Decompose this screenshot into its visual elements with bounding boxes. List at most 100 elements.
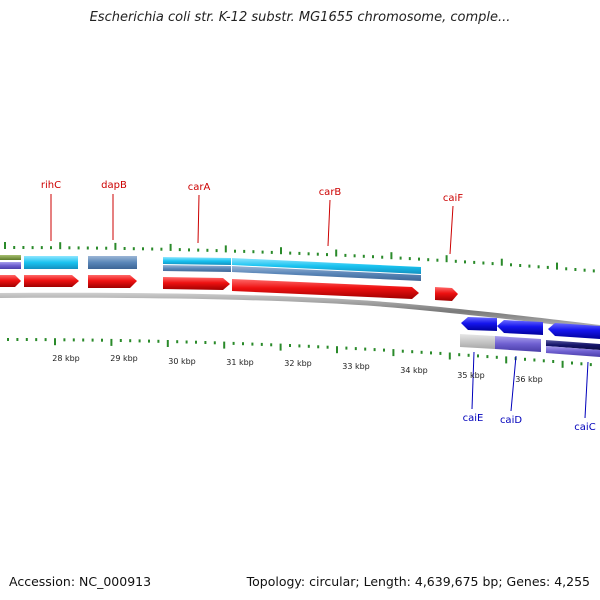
minor-tick [68, 246, 71, 250]
minor-tick [72, 338, 75, 342]
major-tick [445, 255, 448, 263]
tick-label: 31 kbp [226, 358, 254, 367]
cds-arrow-rihC[interactable] [24, 275, 79, 287]
chromosome-backbone [0, 292, 600, 330]
major-tick [505, 356, 508, 364]
feature-carA-cyan[interactable] [163, 257, 231, 265]
gene-label-carB[interactable]: carB [319, 187, 342, 198]
major-tick [336, 346, 338, 354]
minor-tick [344, 253, 347, 257]
gene-label-dapB[interactable]: dapB [101, 180, 127, 191]
tick-label: 32 kbp [284, 359, 312, 368]
cds-arrow-caiD[interactable] [497, 320, 543, 335]
reverse-cds-track [461, 317, 600, 339]
feature-carA-steel[interactable] [163, 265, 231, 272]
minor-tick [35, 338, 38, 342]
minor-tick [160, 247, 163, 251]
major-tick [59, 242, 62, 250]
minor-tick [16, 338, 19, 341]
major-tick [114, 242, 117, 250]
minor-tick [420, 350, 423, 354]
minor-tick [289, 251, 292, 255]
cds-arrow-caiE[interactable] [461, 317, 497, 331]
feature-caiC-purple[interactable] [546, 346, 600, 357]
leader-line-carA [197, 194, 200, 244]
minor-tick [467, 353, 470, 357]
feature-carB-cyan[interactable] [232, 258, 421, 274]
cds-arrow-carA[interactable] [163, 277, 230, 290]
cds-arrow-carB[interactable] [232, 279, 419, 299]
minor-tick [362, 254, 365, 258]
minor-tick [574, 268, 577, 271]
minor-tick [251, 342, 254, 346]
tick-label: 33 kbp [342, 362, 370, 371]
forward-cds-track [0, 275, 458, 301]
tick-track-bottom [7, 338, 592, 368]
minor-tick [129, 339, 132, 343]
minor-tick [148, 339, 150, 343]
gene-label-carA[interactable]: carA [188, 182, 211, 193]
minor-tick [473, 260, 476, 264]
feature-caiE-grey[interactable] [460, 334, 495, 349]
feature-dapB-steel[interactable] [88, 256, 137, 269]
minor-tick [270, 343, 273, 347]
feature-caiD-purple[interactable] [495, 336, 541, 352]
minor-tick [289, 344, 291, 347]
gene-label-caiE[interactable]: caiE [463, 413, 484, 424]
minor-tick [401, 349, 404, 353]
minor-tick [197, 248, 200, 252]
minor-tick [96, 246, 98, 250]
major-tick [169, 243, 172, 251]
feature-track-upper [0, 255, 421, 281]
minor-tick [298, 251, 301, 255]
minor-tick [583, 268, 586, 272]
gene-label-caiD[interactable]: caiD [500, 415, 522, 426]
gene-label-rihC[interactable]: rihC [41, 180, 61, 191]
minor-tick [119, 339, 122, 342]
minor-tick [25, 338, 28, 341]
feature-olive [0, 255, 21, 260]
feature-caiC-navy[interactable] [546, 340, 600, 350]
minor-tick [326, 253, 328, 257]
leader-line-caiF [449, 205, 454, 255]
major-tick [166, 340, 169, 347]
minor-tick [307, 344, 310, 348]
minor-tick [510, 263, 512, 267]
minor-tick [138, 339, 141, 343]
gene-label-caiF[interactable]: caiF [443, 193, 463, 204]
minor-tick [372, 255, 374, 259]
feature-rihC-cyan[interactable] [24, 256, 78, 269]
cds-arrow-dapB[interactable] [88, 275, 137, 288]
major-tick [224, 245, 227, 253]
accession-label: Accession: NC_000913 [9, 574, 152, 589]
minor-tick [123, 247, 126, 250]
minor-tick [364, 347, 367, 351]
minor-tick [383, 348, 385, 352]
major-tick [556, 262, 558, 270]
minor-tick [524, 357, 526, 361]
gene-label-caiC[interactable]: caiC [574, 422, 595, 433]
minor-tick [495, 355, 498, 359]
minor-tick [592, 269, 595, 273]
minor-tick [458, 353, 461, 357]
minor-tick [7, 338, 9, 341]
minor-tick [234, 249, 236, 253]
minor-tick [195, 340, 197, 344]
minor-tick [439, 351, 442, 355]
cds-arrow-left-edge[interactable] [0, 275, 21, 287]
minor-tick [232, 341, 235, 345]
feature-carB-steel[interactable] [232, 266, 421, 281]
minor-tick [206, 248, 209, 252]
minor-tick [519, 264, 522, 267]
minor-tick [215, 249, 218, 253]
major-tick [390, 252, 393, 260]
minor-tick [105, 246, 108, 250]
cds-arrow-caiC[interactable] [548, 323, 600, 339]
tick-label: 36 kbp [515, 375, 543, 384]
minor-tick [546, 265, 549, 269]
major-tick [280, 247, 282, 255]
leader-line-carB [327, 199, 331, 247]
cds-arrow-caiF[interactable] [435, 287, 458, 301]
minor-tick [542, 359, 545, 363]
